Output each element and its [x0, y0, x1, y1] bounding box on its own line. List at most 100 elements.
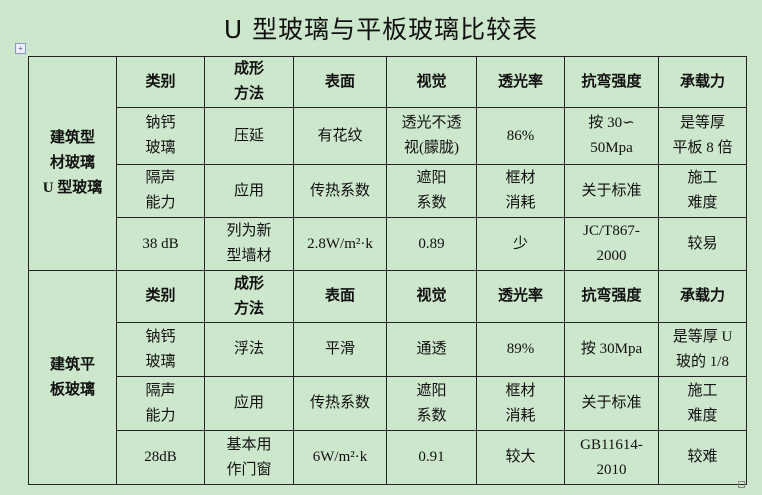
- table-cell: 6W/m²·k: [293, 430, 387, 485]
- table-cell: 应用: [204, 164, 294, 218]
- table-cell: 施工 难度: [658, 376, 747, 431]
- cell-text: 少: [512, 235, 528, 252]
- header-cell: 承载力: [658, 56, 747, 108]
- table-row: 隔声 能力 应用 传热系数 遮阳 系数 框材 消耗 关于标准 施工 难度: [29, 164, 747, 218]
- cell-text: 系数: [416, 195, 447, 211]
- table-cell: 通透: [386, 322, 477, 377]
- table-cell: 钠钙 玻璃: [116, 322, 205, 377]
- cell-text: 浮法: [233, 341, 264, 357]
- cell-text: 2010: [596, 461, 627, 478]
- cell-text: 表面: [324, 73, 355, 90]
- cell-text: 系数: [416, 407, 447, 424]
- cell-text: 压延: [233, 127, 264, 144]
- cell-text: 0.89: [418, 235, 445, 252]
- cell-text: 钠钙: [145, 115, 176, 131]
- table-cell: 是等厚 平板 8 倍: [658, 107, 747, 165]
- table-row: 建筑型 材玻璃 U 型玻璃 类别 成形 方法 表面 视觉 透光率 抗弯强度 承载力: [28, 56, 747, 271]
- cell-text: 较易: [687, 235, 718, 252]
- header-cell: 表面: [293, 270, 387, 323]
- cell-text: 是等厚 U: [672, 328, 733, 345]
- group-label-line: 建筑平: [49, 356, 95, 373]
- cell-text: 应用: [233, 182, 264, 199]
- table-cell: 2.8W/m²·k: [293, 217, 387, 271]
- table-cell: 框材 消耗: [476, 376, 565, 431]
- table-cell: 压延: [204, 107, 294, 165]
- cell-text: GB11614-: [580, 436, 643, 453]
- table-cell: 施工 难度: [658, 164, 747, 218]
- cell-text: 通透: [416, 341, 447, 357]
- cell-text: 施工: [687, 170, 718, 186]
- cell-text: 传热系数: [309, 182, 370, 199]
- table-cell: 较大: [476, 430, 565, 485]
- table-row: 钠钙 玻璃 压延 有花纹 透光不透 视(朦胧) 86% 按 30∽ 50Mpa 是等厚 平板 8 倍: [29, 107, 747, 165]
- cell-text: 能力: [145, 407, 176, 424]
- cell-text: 2.8W/m²·k: [307, 235, 373, 252]
- cell-text: 透光率: [497, 73, 543, 90]
- cell-text: 平滑: [324, 341, 355, 357]
- cell-text: JC/T867-: [583, 223, 640, 239]
- cell-text: 作门窗: [226, 461, 272, 478]
- table-cell: 关于标准: [564, 376, 659, 431]
- cell-text: 按 30Mpa: [580, 341, 643, 357]
- cell-text: 隔声: [145, 382, 176, 399]
- cell-text: 视觉: [416, 73, 447, 90]
- cell-text: 成形: [233, 275, 264, 292]
- table-cell: 按 30Mpa: [564, 322, 659, 377]
- cell-text: 难度: [687, 195, 718, 211]
- cell-text: 隔声: [145, 170, 176, 186]
- table-cell: 列为新 型墙材: [204, 217, 294, 271]
- cell-text: 方法: [233, 300, 264, 317]
- header-cell: 类别: [116, 56, 205, 108]
- table-cell: 隔声 能力: [116, 164, 205, 218]
- table-cell: 传热系数: [293, 164, 387, 218]
- cell-text: 框材: [505, 170, 536, 186]
- table-move-handle-icon[interactable]: +: [15, 43, 26, 54]
- group-label: 建筑平 板玻璃: [28, 270, 117, 485]
- header-cell: 视觉: [386, 270, 477, 323]
- cell-text: 类别: [145, 73, 176, 90]
- cell-text: 平板 8 倍: [672, 140, 733, 156]
- header-cell: 成形 方法: [204, 56, 294, 108]
- cell-text: 较大: [505, 449, 536, 465]
- header-cell: 透光率: [476, 270, 565, 323]
- table-cell: 浮法: [204, 322, 294, 377]
- cell-text: 较难: [687, 449, 718, 465]
- cell-text: 型墙材: [226, 248, 272, 264]
- cell-text: 消耗: [505, 407, 536, 424]
- header-cell: 透光率: [476, 56, 565, 108]
- cell-text: 遮阳: [416, 170, 447, 186]
- document-title: U 型玻璃与平板玻璃比较表: [223, 15, 539, 44]
- cell-text: 基本用: [226, 436, 272, 453]
- group-label: 建筑型 材玻璃 U 型玻璃: [28, 56, 117, 271]
- cell-text: 类别: [145, 288, 176, 304]
- cell-text: 传热系数: [309, 395, 370, 411]
- table-cell: GB11614- 2010: [564, 430, 659, 485]
- table-cell: 遮阳 系数: [386, 164, 477, 218]
- cell-text: 0.91: [418, 449, 445, 465]
- cell-text: 6W/m²·k: [312, 449, 368, 465]
- table-row: 38 dB 列为新 型墙材 2.8W/m²·k 0.89 少 JC/T867- 2000 较易: [29, 217, 747, 271]
- cell-text: 玻璃: [145, 140, 176, 156]
- cell-text: 透光率: [497, 288, 543, 304]
- table-cell: 钠钙 玻璃: [116, 107, 205, 165]
- table-cell: 86%: [476, 107, 565, 165]
- cell-text: 消耗: [505, 195, 536, 211]
- table-resize-handle[interactable]: [738, 481, 745, 488]
- cell-text: 抗弯强度: [581, 73, 642, 90]
- header-cell: 抗弯强度: [564, 56, 659, 108]
- cell-text: 透光不透: [401, 115, 462, 131]
- header-cell: 表面: [293, 56, 387, 108]
- cell-text: 施工: [687, 382, 718, 399]
- table-cell: JC/T867- 2000: [564, 217, 659, 271]
- cell-text: 视(朦胧): [404, 140, 459, 156]
- header-cell: 成形 方法: [204, 270, 294, 323]
- cell-text: 28dB: [144, 449, 177, 465]
- table-row: 钠钙 玻璃 浮法 平滑 通透 89% 按 30Mpa 是等厚 U 玻的 1/8: [29, 322, 747, 377]
- table-cell: 89%: [476, 322, 565, 377]
- cell-text: 承载力: [679, 73, 725, 90]
- table-cell: 关于标准: [564, 164, 659, 218]
- cell-text: 框材: [505, 382, 536, 399]
- cell-text: 表面: [324, 288, 355, 304]
- cell-text: 按 30∽: [588, 115, 635, 131]
- cell-text: 视觉: [416, 288, 447, 304]
